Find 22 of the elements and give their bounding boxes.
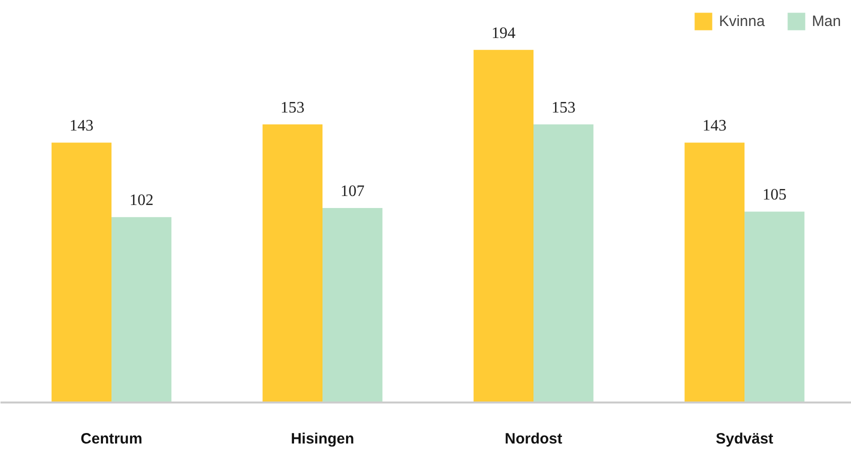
bar [744,212,804,402]
data-label: 143 [70,118,94,135]
data-label: 102 [129,192,154,210]
x-tick-label: Hisingen [290,430,354,448]
data-label: 107 [340,183,364,200]
bar [111,217,172,402]
data-label: 194 [492,24,516,42]
data-label: 153 [551,99,576,116]
bar [322,208,382,402]
bar [262,124,322,402]
x-tick-label: Nordost [504,430,562,448]
legend-label: Man [812,12,841,30]
data-label: 105 [762,186,786,204]
data-label: 153 [280,99,305,116]
bar [474,50,534,402]
bar [52,142,112,402]
bar [534,124,594,402]
data-label: 143 [702,118,727,135]
bar [684,142,745,402]
x-tick-label: Centrum [80,430,142,448]
legend-label: Kvinna [718,12,765,30]
x-tick-label: Sydväst [716,430,774,448]
